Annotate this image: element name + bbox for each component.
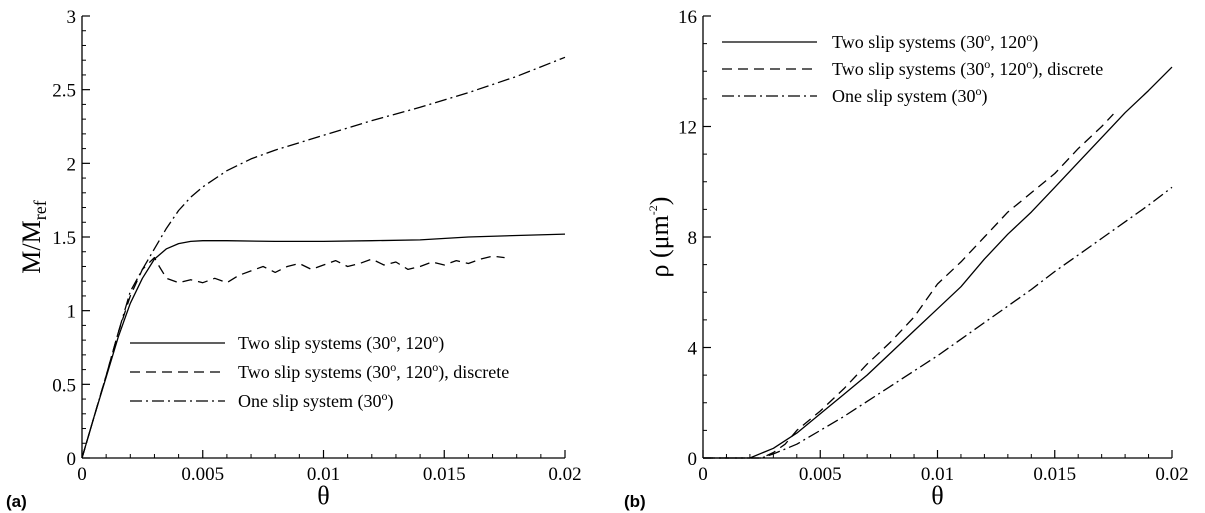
x-axis-label: θ [931, 481, 943, 510]
legend-degree: o [984, 57, 990, 71]
series-line-2 [81, 255, 505, 459]
legend-text: Two slip systems (30 [238, 362, 390, 383]
legend-degree: o [984, 30, 990, 44]
legend-text: ), discrete [438, 362, 509, 383]
chart-panel-b: 0 0.005 0.01 0.015 0.02 0 4 8 12 16 θ ρ (μm-2) (b) Tw… [624, 7, 1189, 511]
legend-text: One slip system (30 [238, 391, 382, 412]
y-tick-label: 1 [67, 302, 77, 323]
y-tick-label: 12 [678, 118, 697, 139]
y-axis-label: ρ (μm-2) [645, 197, 674, 278]
legend-label-3: One slip system (30o) [238, 389, 394, 412]
y-axis-label-sub: ref [30, 200, 50, 220]
legend-text: ) [388, 391, 394, 412]
legend-text: ) [438, 333, 444, 354]
y-tick-label: 16 [678, 7, 697, 28]
legend-text: One slip system (30 [832, 86, 976, 107]
x-tick-label: 0 [698, 464, 708, 485]
legend-degree: o [382, 389, 388, 403]
y-tick-label: 2.5 [52, 81, 76, 102]
legend-label-1: Two slip systems (30o, 120o) [832, 30, 1038, 53]
y-tick-label: 3 [67, 7, 77, 28]
legend-text: ) [982, 86, 988, 107]
legend-label-2: Two slip systems (30o, 120o), discrete [832, 57, 1103, 80]
legend-degree: o [390, 360, 396, 374]
legend-text: ), discrete [1032, 59, 1103, 80]
legend-degree: o [1026, 30, 1032, 44]
legend-text: Two slip systems (30 [832, 59, 984, 80]
series-line-3 [81, 56, 566, 459]
x-tick-label: 0.005 [799, 464, 842, 485]
y-axis-label-base: M/M [17, 220, 46, 273]
y-tick-label: 2 [67, 154, 77, 175]
panel-label: (b) [624, 492, 646, 511]
series-line-3 [703, 186, 1173, 459]
y-axis-label: M/Mref [17, 200, 50, 273]
y-tick-label: 0 [67, 449, 77, 470]
legend-text: Two slip systems (30 [832, 32, 984, 53]
legend-text: , 120 [990, 59, 1026, 79]
legend-text: , 120 [990, 32, 1026, 52]
x-tick-label: 0.005 [181, 464, 224, 485]
y-axis-label-base: ρ (μm [645, 215, 674, 277]
series-line-1 [703, 66, 1173, 459]
y-tick-label: 4 [688, 339, 698, 360]
x-tick-label: 0.01 [921, 464, 954, 485]
x-tick-label: 0.02 [1155, 464, 1188, 485]
legend-text: , 120 [396, 362, 432, 382]
chart-panel-a: 0 0.005 0.01 0.015 0.02 0 0.5 1 1.5 2 2.5 3 θ M/Mref (… [6, 7, 582, 511]
legend-degree: o [432, 360, 438, 374]
legend-degree: o [976, 84, 982, 98]
legend-text: , 120 [396, 333, 432, 353]
x-tick-label: 0.015 [1033, 464, 1076, 485]
legend-label-1: Two slip systems (30o, 120o) [238, 331, 444, 354]
x-axis-label: θ [317, 481, 329, 510]
x-tick-label: 0.01 [307, 464, 340, 485]
legend-degree: o [432, 331, 438, 345]
y-axis-label-post: ) [645, 197, 674, 206]
legend-label-2: Two slip systems (30o, 120o), discrete [238, 360, 509, 383]
series-line-1 [81, 233, 566, 459]
panel-label: (a) [6, 492, 27, 511]
y-axis-label-sup: -2 [646, 205, 660, 215]
x-tick-label: 0.015 [423, 464, 466, 485]
series-line-2 [703, 113, 1114, 459]
y-tick-label: 0.5 [52, 375, 76, 396]
y-tick-label: 1.5 [52, 228, 76, 249]
legend-label-3: One slip system (30o) [832, 84, 988, 107]
y-tick-label: 0 [688, 449, 698, 470]
legend-text: Two slip systems (30 [238, 333, 390, 354]
legend-text: ) [1032, 32, 1038, 53]
x-tick-label: 0.02 [548, 464, 581, 485]
x-tick-label: 0 [77, 464, 87, 485]
legend-degree: o [390, 331, 396, 345]
legend-degree: o [1026, 57, 1032, 71]
y-tick-label: 8 [688, 228, 698, 249]
